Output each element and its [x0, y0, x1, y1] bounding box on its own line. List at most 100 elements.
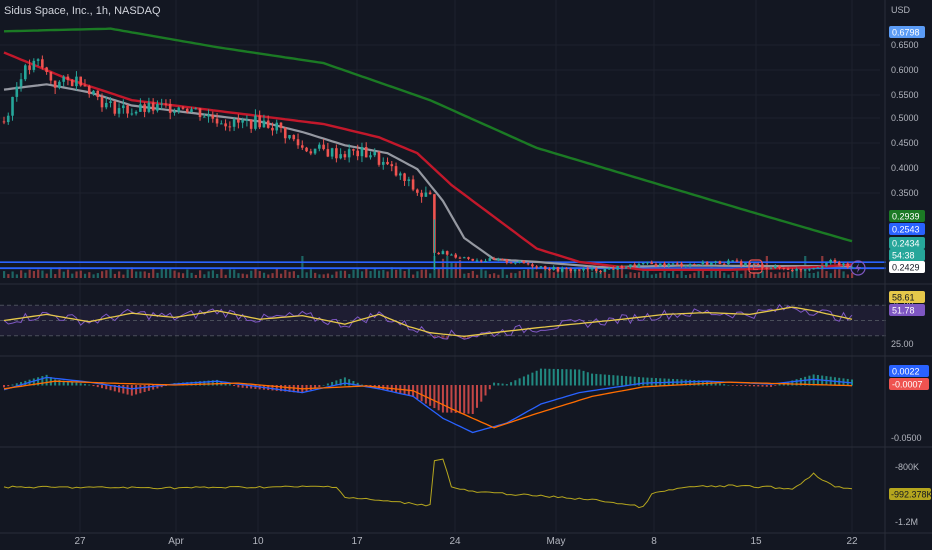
volume-bar	[24, 272, 27, 278]
price-label-text: 0.2434	[892, 239, 920, 249]
volume-bar	[556, 273, 560, 278]
macd-histogram-bar	[207, 380, 210, 386]
price-label-text: 0.2939	[892, 212, 920, 222]
horizontal-levels[interactable]	[0, 261, 886, 270]
volume-bar	[476, 274, 479, 278]
volume-bar	[420, 269, 423, 278]
candle-body	[399, 173, 402, 176]
candle-body	[803, 269, 807, 271]
macd-histogram-bar	[20, 382, 23, 386]
macd-label-box[interactable]	[889, 365, 929, 377]
price-axis[interactable]: USD 0.6500 0.6000 0.5500 0.5000 0.4500 0.4000 0…	[889, 5, 932, 527]
volume-bar	[812, 272, 815, 278]
macd-histogram-bar	[352, 381, 355, 386]
volume-bar	[548, 267, 551, 278]
macd-histogram-bar	[322, 385, 325, 386]
candle-body	[220, 123, 223, 125]
candle-body	[36, 59, 40, 61]
candle-body	[58, 81, 61, 88]
price-label-box[interactable]	[889, 26, 925, 38]
candle-body	[49, 71, 53, 81]
macd-histogram-bar	[216, 379, 219, 386]
rsi-label-box[interactable]	[889, 304, 925, 316]
macd-histogram-bar	[71, 381, 74, 386]
candle-body	[458, 257, 462, 259]
ma-line	[3, 83, 852, 269]
candle-body	[262, 120, 266, 128]
candle-body	[181, 107, 185, 109]
macd-histogram-bar	[15, 383, 18, 386]
macd-histogram-bar	[279, 385, 282, 392]
candle-body	[560, 268, 564, 272]
volume-bar	[616, 267, 619, 278]
lightning-icon[interactable]	[850, 260, 866, 276]
price-label-box[interactable]	[889, 223, 925, 235]
volume-bar	[697, 269, 700, 278]
macd-histogram-bar	[637, 377, 640, 386]
price-label-box[interactable]	[889, 210, 925, 222]
volume-bar	[373, 268, 376, 278]
volume-bar	[787, 271, 790, 278]
volume-bar	[164, 267, 168, 278]
rsi-label-box[interactable]	[889, 291, 925, 303]
macd-histogram-bar	[105, 385, 108, 390]
volume-bar	[147, 272, 151, 278]
macd-line	[3, 376, 853, 434]
candle-body	[403, 173, 406, 181]
candle-body	[735, 260, 739, 262]
candle-body	[87, 86, 91, 95]
candle-body	[104, 102, 108, 108]
macd-label-box[interactable]	[889, 378, 929, 390]
candle-body	[279, 122, 283, 128]
price-label-box[interactable]	[889, 237, 925, 249]
macd-histogram-bar	[518, 378, 521, 386]
price-label-box[interactable]	[889, 249, 925, 261]
volume-bar	[723, 272, 726, 278]
volume-bar	[510, 272, 513, 278]
macd-histogram-bar	[714, 382, 717, 386]
volume-bar	[740, 273, 743, 278]
candle-body	[531, 264, 534, 267]
macd-histogram-bar	[318, 385, 321, 388]
volume-bar	[96, 273, 99, 278]
time-tick-label: 10	[252, 536, 264, 547]
volume-bar	[505, 274, 509, 278]
candle-body	[462, 257, 466, 259]
macd-histogram-bar	[791, 380, 794, 386]
candle-body	[812, 268, 815, 270]
earnings-marker[interactable]	[748, 259, 763, 274]
candle-body	[514, 262, 517, 264]
macd-histogram-bar	[629, 376, 632, 386]
volume-bar	[595, 269, 598, 278]
macd-histogram-bar	[152, 385, 155, 390]
time-axis[interactable]: 27 Apr 10 17 24 May 8 15 22	[74, 536, 858, 547]
candle-body	[756, 264, 760, 266]
obv-label-box[interactable]	[889, 488, 931, 500]
volume-bar	[484, 270, 487, 278]
macd-histogram-bar	[467, 385, 470, 414]
macd-histogram-bar	[625, 376, 628, 386]
obv-tick-label: -800K	[895, 462, 919, 472]
macd-histogram-bar	[548, 368, 551, 386]
volume-bar	[637, 272, 641, 278]
macd-histogram-bar	[646, 377, 649, 386]
candle-body	[237, 119, 240, 123]
markers[interactable]: E	[748, 259, 866, 276]
volume-bar	[761, 270, 764, 278]
macd-histogram-bar	[441, 385, 444, 413]
macd-histogram-bar	[228, 384, 231, 386]
macd-histogram-bar	[62, 380, 65, 386]
macd-histogram-bar	[476, 385, 479, 408]
volume-bar	[446, 256, 449, 278]
volume-bar	[113, 273, 116, 278]
volume-bar	[41, 270, 44, 278]
macd-histogram-bar	[608, 374, 611, 386]
price-label-box[interactable]	[889, 261, 925, 273]
obv-pane	[3, 458, 853, 509]
volume-bar	[284, 270, 287, 278]
volume-bar	[279, 273, 283, 278]
candle-body	[117, 108, 121, 114]
candle-body	[15, 86, 19, 97]
macd-histogram-bar	[433, 385, 436, 409]
